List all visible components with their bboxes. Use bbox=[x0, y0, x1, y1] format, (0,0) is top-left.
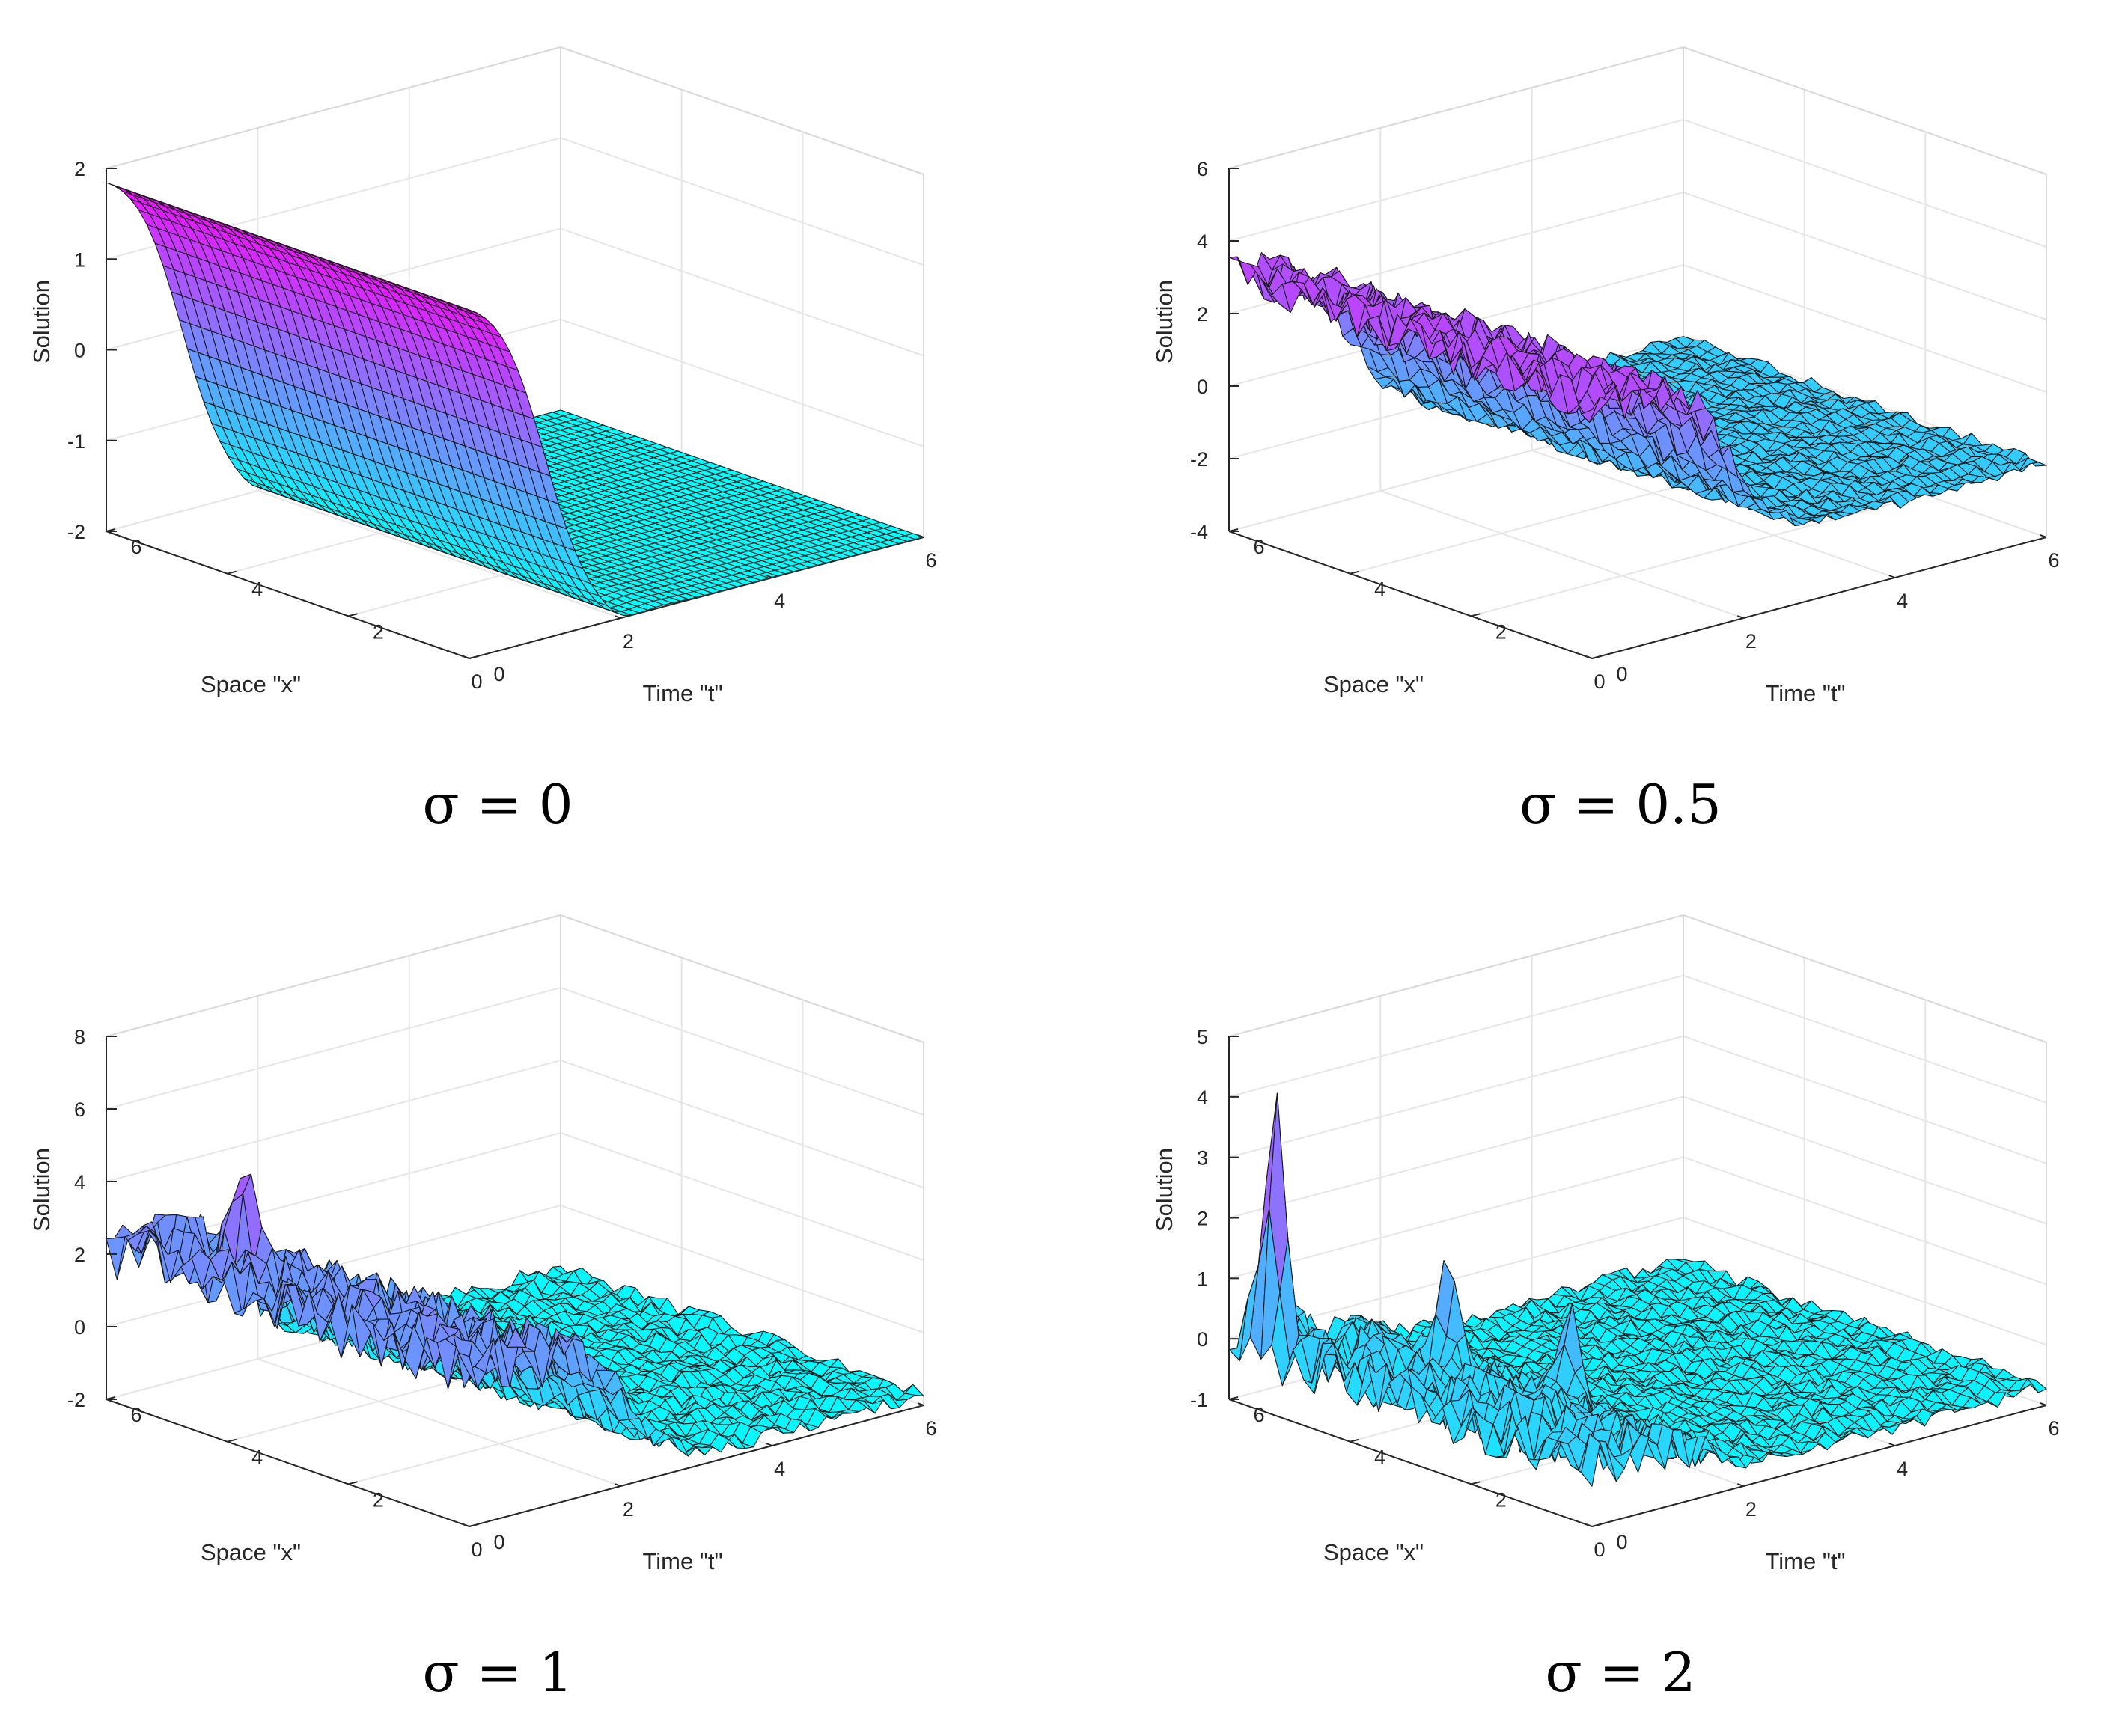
z-axis-title: Solution bbox=[28, 280, 55, 364]
frame-edge bbox=[560, 914, 924, 1043]
tick-labels: 0 2 4 6 0 2 4 6 -4 -2 0 2 4 6 bbox=[1190, 158, 2060, 693]
z-tick-label: -1 bbox=[67, 430, 85, 453]
x-tick-mark bbox=[469, 655, 479, 659]
grid-line bbox=[1531, 450, 1895, 578]
frame-edge bbox=[560, 46, 924, 175]
x-axis-title: Space "x" bbox=[201, 671, 301, 697]
x-tick-label: 6 bbox=[1253, 536, 1264, 558]
t-tick-label: 4 bbox=[1897, 590, 1908, 612]
t-tick-mark bbox=[1888, 575, 1896, 578]
surface-plot-sigma-0.5: 0 2 4 6 0 2 4 6 -4 -2 0 2 4 6 Space "x" Time "t" Solutio… bbox=[1123, 0, 2101, 868]
z-tick-label: -2 bbox=[67, 521, 85, 543]
surface-plot-sigma-1: 0 2 4 6 0 2 4 6 -2 0 2 4 6 8 Space "x" Time "t" Solution… bbox=[0, 868, 1050, 1736]
sigma-caption: σ = 0.5 bbox=[1519, 773, 1722, 836]
z-tick-label: 1 bbox=[74, 248, 85, 271]
front-axes bbox=[1228, 168, 2047, 659]
t-tick-mark bbox=[766, 575, 773, 578]
x-tick-label: 0 bbox=[1616, 663, 1627, 685]
t-axis-title: Time "t" bbox=[1766, 680, 1846, 706]
z-tick-label: 2 bbox=[1197, 303, 1208, 326]
z-axis-title: Solution bbox=[1151, 280, 1177, 364]
axis-line bbox=[1591, 537, 2047, 659]
t-tick-label: 0 bbox=[471, 670, 482, 693]
surface-plot-sigma-0: 0 2 4 6 0 2 4 6 -2 -1 0 1 2 Space "x" Time "t" Solution… bbox=[0, 0, 1050, 868]
grid-line bbox=[257, 1358, 621, 1487]
x-tick-label: 6 bbox=[130, 536, 141, 558]
surface-patch bbox=[1581, 396, 1601, 423]
x-tick-label: 4 bbox=[1374, 578, 1385, 601]
t-tick-mark bbox=[2040, 534, 2047, 538]
z-tick-label: 2 bbox=[74, 158, 85, 180]
frame-edge bbox=[106, 914, 561, 1037]
t-axis-title: Time "t" bbox=[643, 680, 723, 706]
grid-line bbox=[257, 490, 621, 619]
z-tick-label: 6 bbox=[1197, 158, 1208, 180]
x-tick-mark bbox=[227, 570, 237, 575]
x-tick-label: 0 bbox=[493, 663, 504, 685]
t-tick-mark bbox=[1585, 655, 1593, 659]
t-tick-mark bbox=[917, 534, 924, 538]
back-wall-t bbox=[561, 915, 924, 1405]
frame-edge bbox=[1228, 46, 1684, 169]
axis-line bbox=[469, 537, 924, 659]
x-axis-title: Space "x" bbox=[1323, 671, 1424, 697]
grid-line bbox=[1380, 490, 1744, 619]
grid-line bbox=[1471, 494, 1926, 617]
x-tick-mark bbox=[1471, 613, 1481, 617]
x-tick-label: 2 bbox=[373, 620, 384, 643]
x-tick-label: 2 bbox=[1495, 620, 1507, 643]
axes-frame bbox=[106, 46, 924, 537]
t-tick-mark bbox=[463, 655, 470, 659]
axis-line bbox=[1228, 531, 1593, 659]
z-tick-label: 4 bbox=[1197, 230, 1208, 253]
t-tick-label: 6 bbox=[925, 549, 936, 572]
x-tick-label: 4 bbox=[251, 578, 263, 601]
surface bbox=[106, 1173, 924, 1457]
surface-patch bbox=[458, 305, 478, 314]
t-tick-label: 2 bbox=[1745, 630, 1757, 652]
x-tick-mark bbox=[1350, 570, 1359, 575]
frame-edge bbox=[1683, 46, 2047, 175]
z-tick-label: -2 bbox=[1190, 448, 1208, 471]
z-tick-label: 0 bbox=[1197, 376, 1208, 398]
surface bbox=[1228, 252, 2047, 527]
t-tick-label: 2 bbox=[623, 630, 634, 652]
x-tick-mark bbox=[348, 613, 358, 617]
x-tick-mark bbox=[1591, 655, 1602, 659]
axis-line bbox=[106, 531, 470, 659]
surface-plot-svg: 0 2 4 6 0 2 4 6 -4 -2 0 2 4 6 Space "x" Time "t" Solutio… bbox=[1151, 46, 2060, 836]
t-tick-label: 6 bbox=[2048, 549, 2059, 572]
surface bbox=[106, 182, 924, 616]
t-tick-label: 4 bbox=[774, 590, 785, 612]
t-tick-label: 0 bbox=[1594, 670, 1605, 693]
surface-plot-svg: 0 2 4 6 0 2 4 6 -2 -1 0 1 2 Space "x" Time "t" Solution… bbox=[28, 46, 937, 836]
t-tick-mark bbox=[1736, 615, 1744, 619]
sigma-caption: σ = 0 bbox=[422, 773, 573, 836]
tick-labels: 0 2 4 6 0 2 4 6 -2 -1 0 1 2 bbox=[67, 158, 937, 693]
z-tick-label: 0 bbox=[74, 340, 85, 362]
frame-edge bbox=[106, 46, 561, 169]
z-tick-label: -4 bbox=[1190, 521, 1208, 543]
t-tick-mark bbox=[614, 615, 621, 619]
